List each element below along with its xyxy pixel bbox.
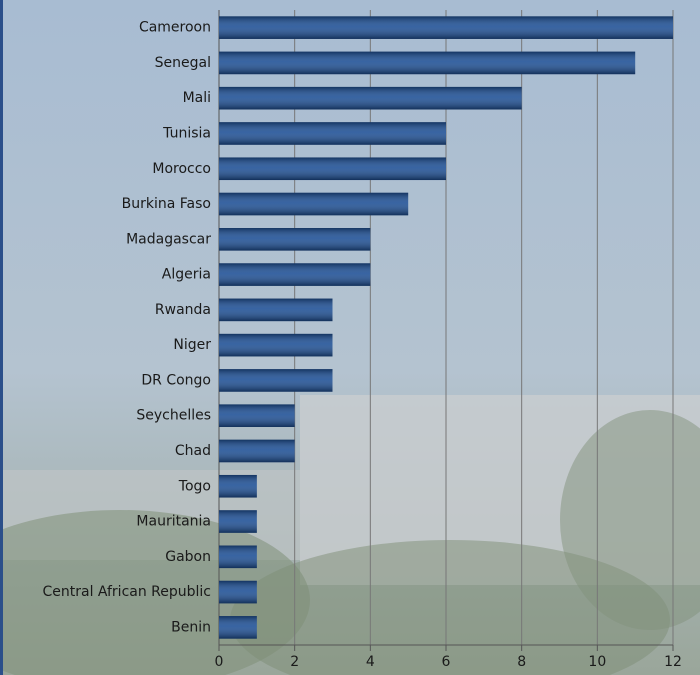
- bar-shade: [219, 298, 333, 322]
- y-tick-label: Madagascar: [126, 231, 211, 247]
- bar-shade: [219, 122, 446, 145]
- y-tick-label: Seychelles: [136, 408, 211, 424]
- y-tick-label: Burkina Faso: [122, 196, 211, 212]
- x-tick-label: 8: [517, 654, 526, 670]
- x-tick-label: 10: [588, 654, 606, 670]
- bar-shade: [219, 228, 371, 251]
- y-tick-label: Cameroon: [139, 20, 211, 36]
- bar-shade: [219, 474, 257, 498]
- y-tick-label: Senegal: [155, 55, 211, 71]
- plot-area: 0 2 4 6 8 10 12 Cameroon Senegal Mali Tunisia Moroc…: [42, 10, 682, 670]
- y-tick-label: Gabon: [165, 549, 211, 565]
- y-tick-label: Morocco: [152, 161, 211, 177]
- bar-shade: [219, 439, 295, 463]
- x-tick-label: 0: [215, 654, 224, 670]
- x-tick-label: 6: [442, 654, 451, 670]
- y-tick-label: Benin: [171, 619, 211, 635]
- y-tick-label: Togo: [178, 478, 211, 494]
- bar-shade: [219, 545, 257, 569]
- bar-shade: [219, 616, 257, 639]
- y-tick-label: Algeria: [162, 267, 211, 283]
- bar-shade: [219, 333, 333, 357]
- bar-shade: [219, 404, 295, 427]
- bar-shade: [219, 580, 257, 604]
- x-tick-label: 4: [366, 654, 375, 670]
- y-tick-label: Chad: [175, 443, 211, 459]
- bar-shade: [219, 51, 636, 75]
- y-tick-label: Central African Republic: [42, 584, 211, 600]
- bar-shade: [219, 192, 409, 216]
- bar-shade: [219, 263, 371, 286]
- y-tick-label: Mauritania: [136, 514, 211, 530]
- bar-shade: [219, 510, 257, 533]
- x-tick-label: 2: [290, 654, 299, 670]
- bar-shade: [219, 369, 333, 392]
- y-tick-label: Mali: [183, 90, 211, 106]
- y-tick-label: Tunisia: [162, 125, 211, 141]
- y-tick-label: DR Congo: [141, 372, 211, 388]
- x-tick-label: 12: [664, 654, 682, 670]
- bar-shade: [219, 86, 522, 110]
- y-tick-label: Rwanda: [155, 302, 211, 318]
- bar-shade: [219, 157, 446, 181]
- bar-shade: [219, 16, 673, 39]
- y-tick-label: Niger: [173, 337, 211, 353]
